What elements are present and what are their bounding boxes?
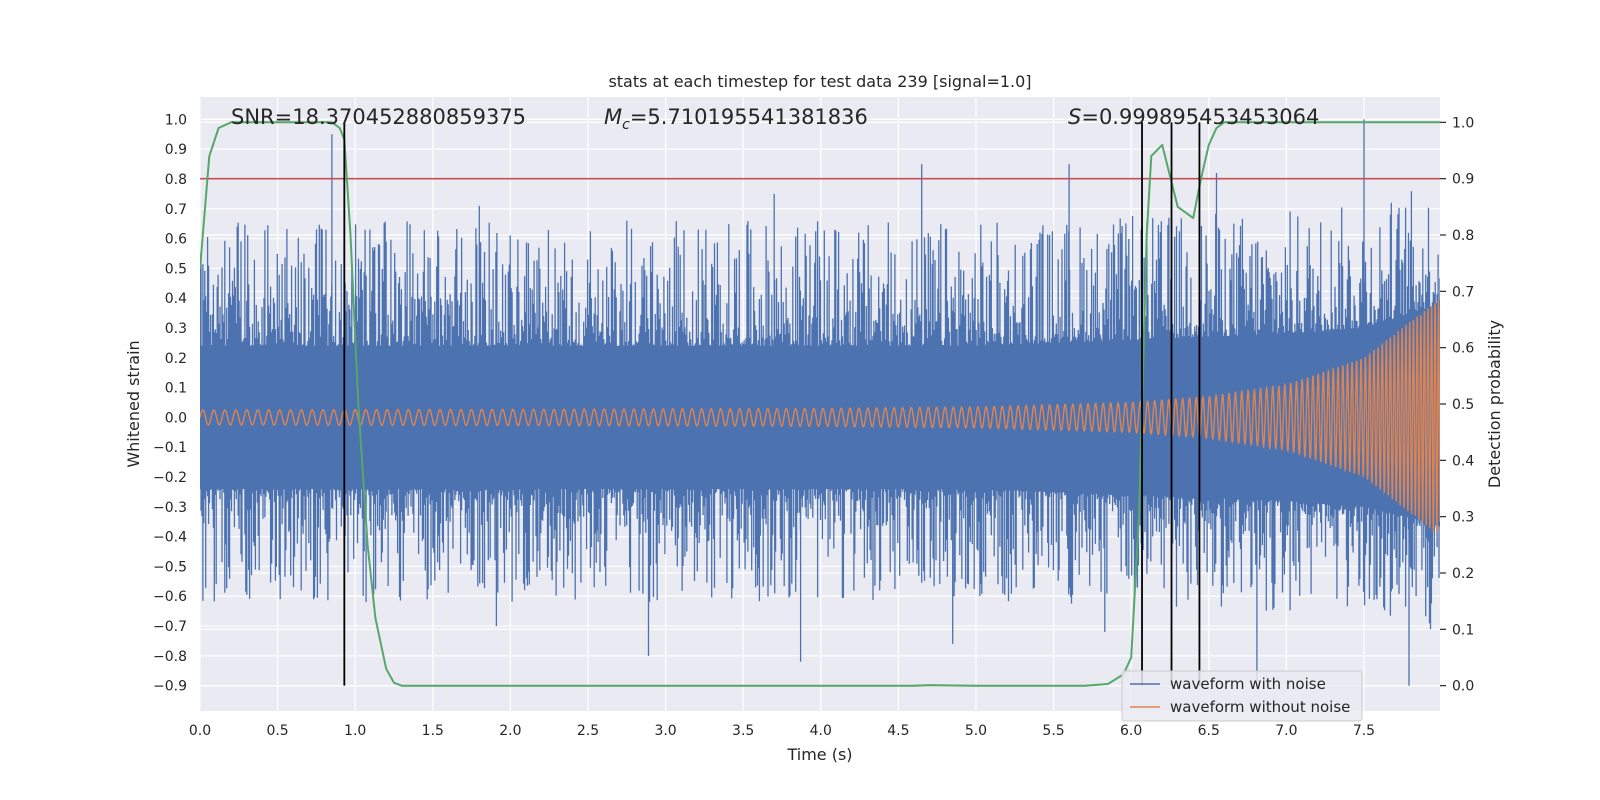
- y-tick-label: −0.1: [153, 440, 187, 456]
- x-tick-label: 7.5: [1353, 723, 1375, 739]
- x-tick-label: 5.5: [1042, 723, 1064, 739]
- y2-tick-label: 0.1: [1452, 622, 1474, 638]
- y-tick-label: −0.3: [153, 500, 187, 516]
- y2-tick-label: 0.7: [1452, 284, 1474, 300]
- y-tick-label: −0.5: [153, 559, 187, 575]
- legend-box: [1121, 670, 1363, 722]
- score-value: =0.999895453453064: [1081, 105, 1319, 129]
- y-tick-label: 0.7: [165, 202, 187, 218]
- y2-tick-label: 0.8: [1452, 228, 1474, 244]
- y2-tick-label: 0.5: [1452, 397, 1474, 413]
- score-annotation: S=0.999895453453064: [1068, 105, 1319, 129]
- legend: waveform with noise waveform without noi…: [1121, 670, 1363, 722]
- y2-tick-label: 1.0: [1452, 115, 1474, 131]
- y-tick-label: 0.0: [165, 410, 187, 426]
- y2-tick-label: 0.9: [1452, 172, 1474, 188]
- y-tick-label: −0.7: [153, 619, 187, 635]
- series-layer: [200, 119, 1440, 687]
- y2-tick-label: 0.3: [1452, 510, 1474, 526]
- y2-ticks: 1.0 0.9 0.8 0.7 0.6 0.5 0.4 0.3 0.2 0.1 0.0: [1440, 115, 1474, 695]
- x-tick-label: 7.0: [1275, 723, 1297, 739]
- x-tick-label: 5.0: [965, 723, 987, 739]
- chirp-mass-symbol: M: [604, 105, 622, 129]
- y-tick-label: 0.4: [165, 291, 187, 307]
- x-tick-label: 6.0: [1120, 723, 1142, 739]
- y-tick-label: 0.9: [165, 142, 187, 158]
- y-tick-label: 0.3: [165, 321, 187, 337]
- y2-tick-label: 0.6: [1452, 341, 1474, 357]
- score-symbol: S: [1068, 105, 1081, 129]
- chart-title: stats at each timestep for test data 239…: [608, 72, 1031, 91]
- y-tick-label: −0.4: [153, 530, 187, 546]
- y-tick-label: −0.9: [153, 679, 187, 695]
- x-ticks: 0.0 0.5 1.0 1.5 2.0 2.5 3.0 3.5 4.0 4.5 5.0 5.5 6.0 6…: [189, 723, 1375, 739]
- x-tick-label: 2.0: [499, 723, 521, 739]
- x-tick-label: 4.5: [887, 723, 909, 739]
- chirp-mass-subscript: c: [622, 117, 630, 133]
- x-tick-label: 3.5: [732, 723, 754, 739]
- y-axis-title: Whitened strain: [124, 340, 143, 467]
- x-tick-label: 0.5: [266, 723, 288, 739]
- x-tick-label: 1.5: [422, 723, 444, 739]
- y-tick-label: −0.2: [153, 470, 187, 486]
- y-ticks: 1.0 0.9 0.8 0.7 0.6 0.5 0.4 0.3 0.2 0.1 0.0 −0.1 −0.…: [153, 112, 187, 694]
- y2-tick-label: 0.4: [1452, 453, 1474, 469]
- chirp-mass-annotation: Mc=5.710195541381836: [604, 105, 868, 133]
- y-tick-label: 1.0: [165, 112, 187, 128]
- y2-tick-label: 0.2: [1452, 566, 1474, 582]
- snr-annotation: SNR=18.370452880859375: [231, 105, 526, 129]
- y-tick-label: 0.5: [165, 261, 187, 277]
- y-tick-label: 0.8: [165, 172, 187, 188]
- x-tick-label: 0.0: [189, 723, 211, 739]
- y2-tick-label: 0.0: [1452, 679, 1474, 695]
- y-tick-label: −0.6: [153, 589, 187, 605]
- x-tick-label: 6.5: [1198, 723, 1220, 739]
- y-tick-label: 0.2: [165, 351, 187, 367]
- signal-waveform: [200, 299, 1440, 533]
- markers-layer: [343, 122, 1201, 686]
- y-tick-label: −0.8: [153, 649, 187, 665]
- chirp-mass-value: =5.710195541381836: [630, 105, 868, 129]
- y-tick-label: 0.6: [165, 232, 187, 248]
- legend-label-noise: waveform with noise: [1170, 675, 1326, 693]
- y-tick-label: 0.1: [165, 381, 187, 397]
- probability-line: [200, 121, 1440, 687]
- x-tick-label: 4.0: [810, 723, 832, 739]
- x-tick-label: 1.0: [344, 723, 366, 739]
- x-tick-label: 3.0: [654, 723, 676, 739]
- y2-axis-title: Detection probability: [1485, 320, 1504, 488]
- x-axis-title: Time (s): [786, 745, 852, 764]
- legend-label-signal: waveform without noise: [1170, 698, 1350, 716]
- x-tick-label: 2.5: [577, 723, 599, 739]
